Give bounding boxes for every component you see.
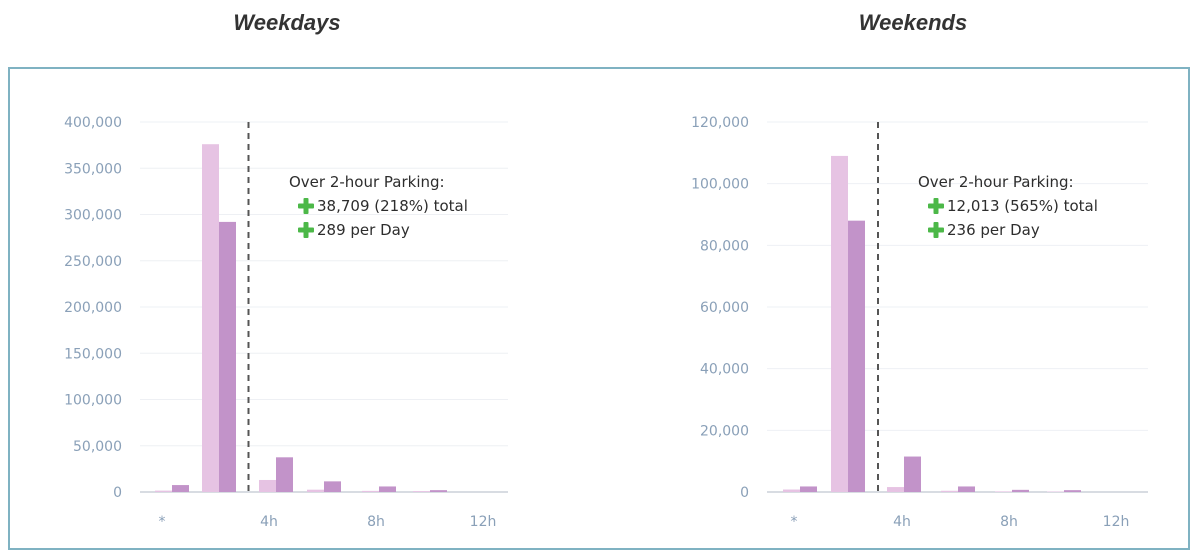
plus-icon [928, 198, 944, 214]
y-tick-label: 50,000 [73, 439, 122, 455]
bar [848, 220, 865, 492]
bar [172, 485, 189, 492]
bar [958, 486, 975, 492]
weekends-chart: 0 20,000 40,000 60,000 80,000 100,000 120,000 *… [691, 115, 1148, 530]
weekends-heading: Weekends [858, 10, 968, 35]
x-tick-label: 4h [260, 514, 278, 530]
plus-icon [298, 198, 314, 214]
annotation-line: 12,013 (565%) total [947, 197, 1098, 215]
plus-icon [928, 222, 944, 238]
plus-icon-v [933, 198, 939, 214]
bar [430, 490, 447, 492]
x-tick-label: * [159, 514, 166, 530]
bar [324, 481, 341, 492]
y-tick-label: 0 [113, 485, 122, 501]
y-tick-label: 150,000 [64, 346, 122, 362]
bar [887, 487, 904, 492]
y-tick-label: 0 [740, 485, 749, 501]
bar [413, 491, 430, 492]
bar [362, 490, 379, 492]
y-tick-label: 250,000 [64, 254, 122, 270]
plus-icon-v [303, 198, 309, 214]
charts-frame [8, 67, 1190, 550]
bar [831, 155, 848, 492]
annotation-title: Over 2-hour Parking: [289, 173, 445, 191]
bar [202, 144, 219, 492]
plus-icon-v [933, 222, 939, 238]
y-tick-label: 40,000 [700, 362, 749, 378]
x-tick-label: 4h [893, 514, 911, 530]
bar [995, 491, 1012, 492]
bar [219, 221, 236, 492]
bar [259, 479, 276, 492]
annotation-line: 289 per Day [317, 221, 410, 239]
x-tick-label: 8h [1000, 514, 1018, 530]
y-tick-label: 200,000 [64, 300, 122, 316]
bar [307, 489, 324, 492]
x-tick-label: 8h [367, 514, 385, 530]
weekdays-heading: Weekdays [233, 10, 341, 35]
bar [1012, 489, 1029, 492]
weekdays-chart: 0 50,000 100,000 150,000 200,000 250,000 300,0… [64, 115, 508, 530]
annotation-title: Over 2-hour Parking: [918, 173, 1074, 191]
bar [276, 457, 293, 492]
bar [1064, 490, 1081, 492]
bar [941, 490, 958, 492]
plus-icon-v [303, 222, 309, 238]
bar [783, 489, 800, 492]
y-tick-label: 300,000 [64, 208, 122, 224]
annotation-line: 236 per Day [947, 221, 1040, 239]
y-tick-label: 20,000 [700, 423, 749, 439]
y-tick-label: 60,000 [700, 300, 749, 316]
y-tick-label: 400,000 [64, 115, 122, 131]
x-tick-label: 12h [470, 514, 497, 530]
plus-icon [298, 222, 314, 238]
y-tick-label: 120,000 [691, 115, 749, 131]
y-tick-label: 80,000 [700, 238, 749, 254]
bar [379, 486, 396, 492]
bar [904, 456, 921, 492]
y-tick-label: 100,000 [691, 177, 749, 193]
annotation-line: 38,709 (218%) total [317, 197, 468, 215]
x-tick-label: * [791, 514, 798, 530]
x-tick-label: 12h [1103, 514, 1130, 530]
y-tick-label: 350,000 [64, 161, 122, 177]
y-tick-label: 100,000 [64, 393, 122, 409]
bar [155, 490, 172, 492]
bar [800, 486, 817, 492]
